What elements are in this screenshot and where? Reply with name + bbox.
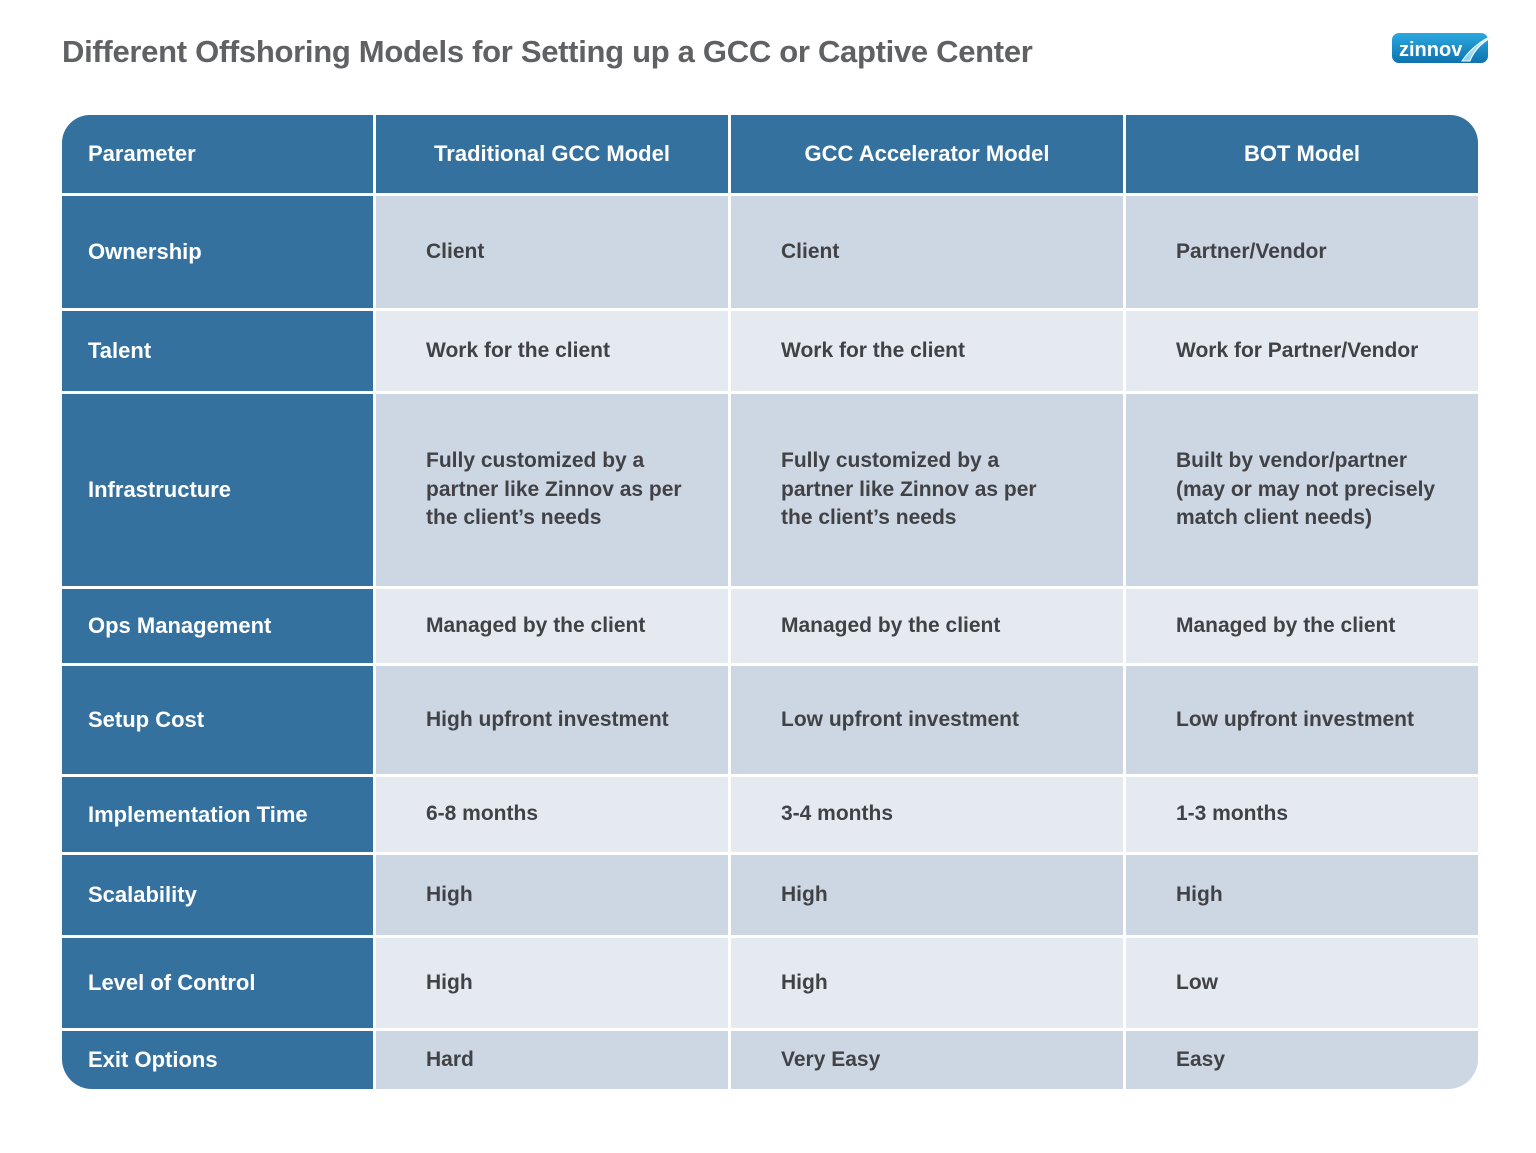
cell-text: Low upfront investment <box>781 707 1019 731</box>
cell-text: Low upfront investment <box>1176 707 1414 731</box>
cell-text: Managed by the client <box>781 613 1001 637</box>
table-cell: Managed by the client <box>376 589 728 663</box>
table-cell: 1-3 months <box>1126 777 1478 852</box>
column-header-traditional-gcc: Traditional GCC Model <box>376 115 728 193</box>
cell-text: Fully customized by a partner like Zinno… <box>426 449 682 530</box>
table-cell: Built by vendor/partner (may or may not … <box>1126 394 1478 586</box>
cell-text: Fully customized by a partner like Zinno… <box>781 449 1037 530</box>
cell-text: High <box>426 970 473 994</box>
table-cell: High upfront investment <box>376 666 728 774</box>
table-cell: High <box>1126 855 1478 935</box>
zinnov-logo: zinnov <box>1392 33 1499 63</box>
cell-text: Work for Partner/Vendor <box>1176 338 1419 362</box>
table-cell: High <box>376 855 728 935</box>
cell-text: Work for the client <box>781 338 965 362</box>
cell-text: High <box>1176 882 1223 906</box>
table-cell: Low upfront investment <box>731 666 1123 774</box>
table-cell: Fully customized by a partner like Zinno… <box>376 394 728 586</box>
cell-text: High upfront investment <box>426 707 669 731</box>
cell-text: High <box>426 882 473 906</box>
cell-text: 1-3 months <box>1176 802 1289 826</box>
cell-text: Very Easy <box>781 1047 881 1071</box>
cell-text: Work for the client <box>426 338 610 362</box>
table-cell: 6-8 months <box>376 777 728 852</box>
table-cell: Easy <box>1126 1031 1478 1089</box>
row-label-infrastructure: Infrastructure <box>62 394 373 586</box>
table-cell: High <box>731 855 1123 935</box>
comparison-table: Parameter Traditional GCC Model GCC Acce… <box>62 115 1478 1089</box>
cell-text: Managed by the client <box>1176 613 1396 637</box>
cell-text: Low <box>1176 970 1218 994</box>
cell-text: Client <box>426 239 485 263</box>
cell-text: Partner/Vendor <box>1176 239 1327 263</box>
cell-text: High <box>781 970 828 994</box>
logo-swoosh-icon <box>1461 33 1499 62</box>
column-header-parameter: Parameter <box>62 115 373 193</box>
cell-text: 3-4 months <box>781 802 894 826</box>
table-cell: Fully customized by a partner like Zinno… <box>731 394 1123 586</box>
table-cell: Managed by the client <box>1126 589 1478 663</box>
cell-text: Hard <box>426 1047 474 1071</box>
table-cell: Client <box>376 196 728 308</box>
row-label-ownership: Ownership <box>62 196 373 308</box>
table-cell: Low <box>1126 938 1478 1028</box>
cell-text: High <box>781 882 828 906</box>
row-label-ops-management: Ops Management <box>62 589 373 663</box>
row-label-scalability: Scalability <box>62 855 373 935</box>
cell-text: Client <box>781 239 840 263</box>
cell-text: 6-8 months <box>426 802 539 826</box>
table-cell: Very Easy <box>731 1031 1123 1089</box>
row-label-setup-cost: Setup Cost <box>62 666 373 774</box>
table-cell: 3-4 months <box>731 777 1123 852</box>
logo-text: zinnov <box>1399 39 1463 61</box>
table-cell: Work for Partner/Vendor <box>1126 311 1478 391</box>
logo-background <box>1392 33 1488 63</box>
table-cell: High <box>376 938 728 1028</box>
row-label-level-of-control: Level of Control <box>62 938 373 1028</box>
row-label-implementation-time: Implementation Time <box>62 777 373 852</box>
table-cell: Hard <box>376 1031 728 1089</box>
cell-text: Easy <box>1176 1047 1226 1071</box>
page-title: Different Offshoring Models for Setting … <box>62 34 1033 69</box>
cell-text: Built by vendor/partner (may or may not … <box>1176 449 1436 530</box>
table-cell: Client <box>731 196 1123 308</box>
table-cell: Work for the client <box>731 311 1123 391</box>
cell-text: Managed by the client <box>426 613 646 637</box>
table-cell: Managed by the client <box>731 589 1123 663</box>
row-label-exit-options: Exit Options <box>62 1031 373 1089</box>
column-header-gcc-accelerator: GCC Accelerator Model <box>731 115 1123 193</box>
table-cell: Work for the client <box>376 311 728 391</box>
row-label-talent: Talent <box>62 311 373 391</box>
table-cell: High <box>731 938 1123 1028</box>
table-cell: Low upfront investment <box>1126 666 1478 774</box>
column-header-bot-model: BOT Model <box>1126 115 1478 193</box>
table-cell: Partner/Vendor <box>1126 196 1478 308</box>
